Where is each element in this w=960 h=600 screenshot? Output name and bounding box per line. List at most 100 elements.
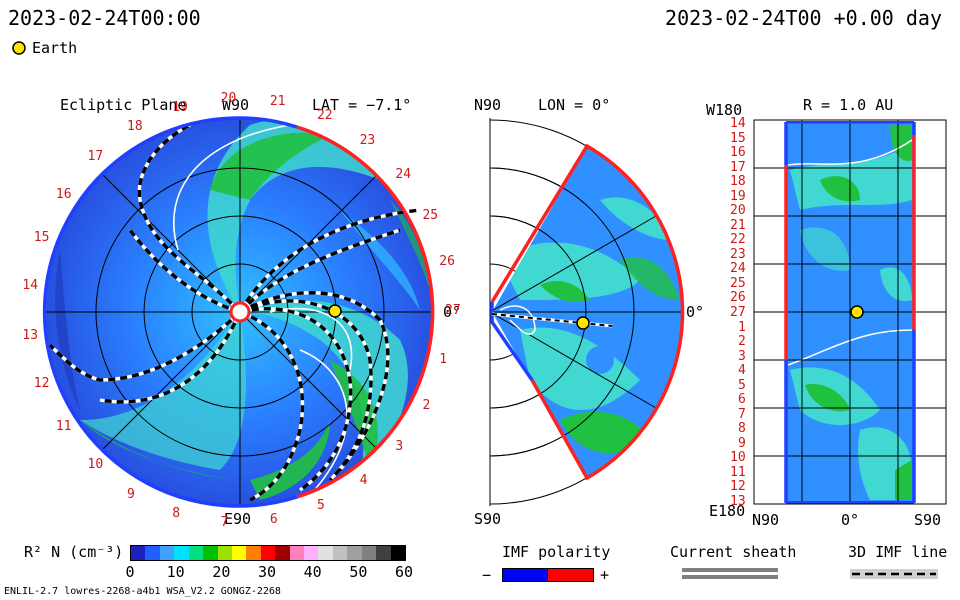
ecliptic-carrington-label-3: 3 [395,439,404,455]
radial-carrington-label-20: 20 [730,203,746,219]
colorbar-tick-20: 20 [212,563,231,581]
ecliptic-e90-label: E90 [224,510,252,528]
ecliptic-carrington-label-4: 4 [359,473,368,489]
radial-carrington-label-24: 24 [730,261,746,277]
ecliptic-carrington-label-2: 2 [422,398,431,414]
colorbar-label: R² N (cm⁻³) [24,543,124,561]
ecliptic-carrington-label-15: 15 [33,230,50,246]
colorbar-segment [332,546,348,560]
radial-carrington-label-25: 25 [730,275,746,291]
imf-polarity-minus: − [482,566,492,584]
radial-n90-label: N90 [752,511,780,529]
colorbar-segment [347,546,362,560]
radial-carrington-label-7: 7 [738,406,746,422]
radial-earth-marker [850,305,864,319]
earth-legend-icon [12,41,26,55]
ecliptic-carrington-label-26: 26 [439,254,455,270]
radial-carrington-label-9: 9 [738,435,746,451]
imf-3d-line-label: 3D IMF line [848,543,948,561]
radial-zero-label: 0° [841,511,860,529]
radial-carrington-label-4: 4 [738,363,746,379]
radial-carrington-label-10: 10 [730,450,746,466]
radial-carrington-label-6: 6 [738,392,746,408]
meridional-zero-label: 0° [686,303,705,321]
ecliptic-carrington-label-20: 20 [220,91,237,107]
model-footer: ENLIL-2.7 lowres-2268-a4b1 WSA_V2.2 GONG… [4,586,281,597]
ecliptic-plane-title: Ecliptic Plane [60,96,187,114]
radial-carrington-label-16: 16 [730,145,746,161]
ecliptic-zero-label: 0° [443,303,462,321]
ecliptic-carrington-label-21: 21 [269,94,286,110]
colorbar-segment [188,546,204,560]
ecliptic-w90-label: W90 [222,96,250,114]
colorbar-segment [145,546,160,560]
colorbar-segment [203,546,218,560]
ecliptic-carrington-label-18: 18 [127,119,143,135]
radial-carrington-label-23: 23 [730,246,746,262]
latitude-label: LAT = −7.1° [312,96,412,114]
meridional-negative-rim [490,302,534,381]
ecliptic-carrington-label-11: 11 [55,419,72,435]
longitude-label: LON = 0° [538,96,611,114]
ecliptic-positive-polarity-rim [296,125,435,499]
ecliptic-carrington-label-8: 8 [172,506,181,522]
colorbar-tick-0: 0 [125,563,135,581]
radial-carrington-label-21: 21 [730,217,746,233]
colorbar-segment [376,546,391,560]
ecliptic-carrington-label-10: 10 [87,457,104,473]
colorbar-segment [318,546,333,560]
ecliptic-carrington-label-14: 14 [22,278,39,294]
ecliptic-carrington-label-12: 12 [33,375,50,391]
radial-carrington-label-1: 1 [738,319,746,335]
meridional-s90-label: S90 [474,510,502,528]
colorbar-segment [159,546,175,560]
ecliptic-carrington-label-6: 6 [269,511,278,527]
ecliptic-carrington-label-9: 9 [127,486,135,502]
radial-carrington-label-15: 15 [730,130,746,146]
ecliptic-carrington-label-7: 7 [220,514,229,530]
ecliptic-carrington-label-13: 13 [22,327,39,343]
colorbar-tick-10: 10 [166,563,185,581]
radial-carrington-label-5: 5 [738,377,746,393]
elapsed-time-title: 2023-02-24T00 +0.00 day [665,6,942,30]
meridional-positive-rim [490,143,685,481]
meridional-earth-marker [576,316,590,330]
ecliptic-carrington-label-16: 16 [55,186,72,202]
colorbar-tick-50: 50 [349,563,368,581]
colorbar-tick-40: 40 [303,563,322,581]
radial-carrington-label-3: 3 [738,348,746,364]
ecliptic-earth-marker [328,304,342,318]
radial-carrington-label-14: 14 [730,116,746,131]
colorbar-tick-30: 30 [258,563,277,581]
radial-carrington-label-8: 8 [738,421,746,437]
radial-carrington-label-2: 2 [738,334,746,350]
imf-polarity-label: IMF polarity [502,543,611,561]
current-sheath-swatch-top [682,568,778,572]
colorbar-segment [131,546,146,560]
radial-w180-label: W180 [706,101,743,119]
ecliptic-carrington-label-24: 24 [395,166,412,182]
colorbar-segment [275,546,290,560]
colorbar-segment [289,546,305,560]
imf-positive-swatch [547,568,594,582]
radial-carrington-label-18: 18 [730,174,746,190]
ecliptic-carrington-label-27: 27 [445,303,461,318]
colorbar-segment [361,546,377,560]
radial-s90-label: S90 [914,511,942,529]
ecliptic-carrington-label-23: 23 [359,132,376,148]
timestamp-title: 2023-02-24T00:00 [8,6,201,30]
ecliptic-carrington-label-22: 22 [316,108,333,124]
colorbar-tick-60: 60 [395,563,414,581]
current-sheath-swatch-bottom [682,575,778,579]
ecliptic-negative-polarity-rim [42,116,298,508]
colorbar-segment [174,546,189,560]
radial-carrington-label-27: 27 [730,305,746,320]
colorbar-segment [246,546,261,560]
colorbar-segment [231,546,247,560]
earth-legend-label: Earth [32,39,78,57]
